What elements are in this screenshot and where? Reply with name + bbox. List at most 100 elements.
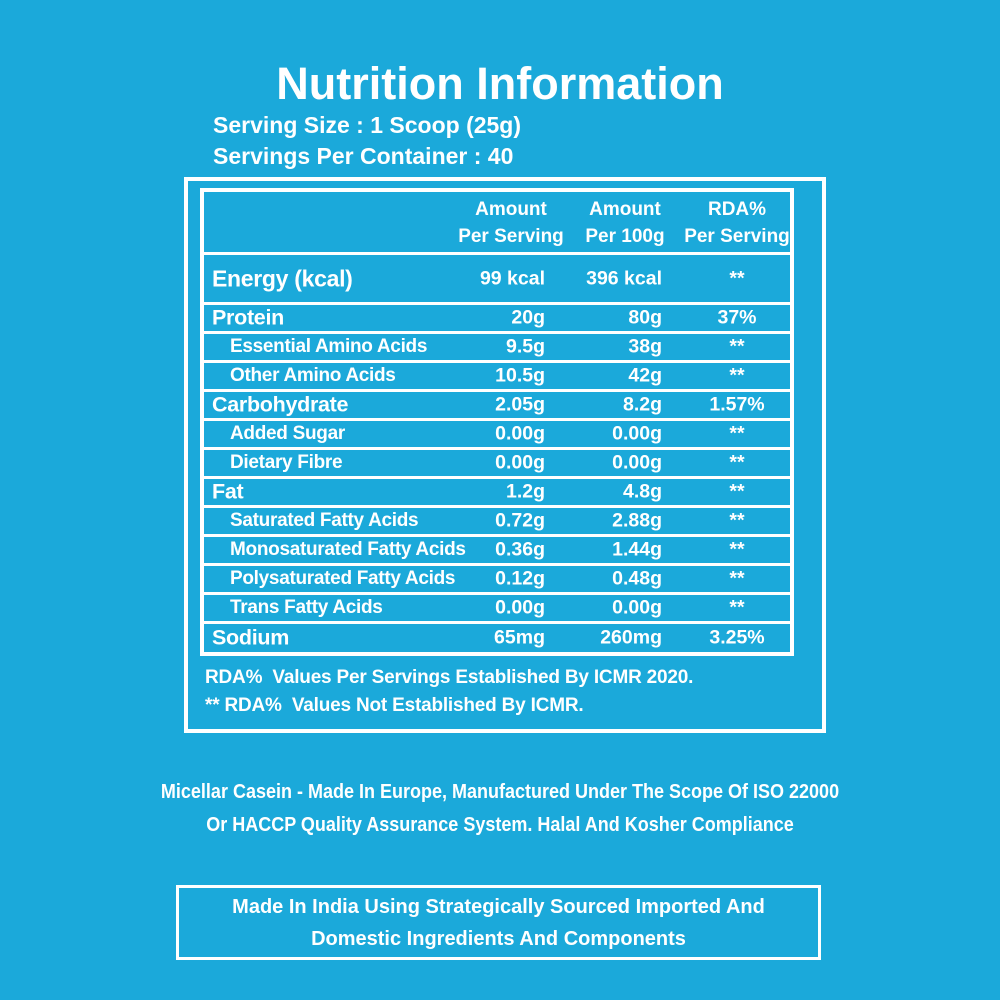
amount-per-serving-value: 0.00g [495, 596, 545, 619]
column-header-amount-per-serving: Amount Per Serving [411, 196, 611, 250]
nutrition-table-outer-box: Amount Per Serving Amount Per 100g RDA% … [184, 177, 826, 733]
serving-size-text: Serving Size : 1 Scoop (25g) [213, 112, 522, 138]
nutrient-label: Saturated Fatty Acids [230, 510, 419, 531]
amount-per-serving-value: 0.72g [495, 509, 545, 532]
nutrient-label: Dietary Fibre [230, 452, 343, 473]
table-row: Added Sugar 0.00g 0.00g ** [204, 421, 790, 447]
column-header-line: Per Serving [684, 226, 790, 247]
nutrient-label: Polysaturated Fatty Acids [230, 568, 456, 589]
table-row: Dietary Fibre 0.00g 0.00g ** [204, 450, 790, 476]
rda-percent-value: ** [729, 538, 745, 561]
table-header-row: Amount Per Serving Amount Per 100g RDA% … [204, 192, 790, 252]
amount-per-100g-value: 1.44g [612, 538, 662, 561]
servings-per-container-text: Servings Per Container : 40 [213, 143, 514, 169]
amount-per-100g-value: 2.88g [612, 509, 662, 532]
nutrition-table-inner-box: Amount Per Serving Amount Per 100g RDA% … [200, 188, 794, 656]
table-row: Sodium 65mg 260mg 3.25% [204, 624, 790, 652]
rda-percent-value: ** [729, 364, 745, 387]
rda-percent-value: 3.25% [709, 626, 765, 649]
table-row: Essential Amino Acids 9.5g 38g ** [204, 334, 790, 360]
row-separator [204, 534, 790, 537]
nutrient-label: Fat [212, 479, 244, 504]
amount-per-serving-value: 20g [511, 306, 545, 329]
table-row: Other Amino Acids 10.5g 42g ** [204, 363, 790, 389]
amount-per-serving-value: 2.05g [495, 393, 545, 416]
rda-percent-value: 37% [717, 306, 757, 329]
rda-percent-value: ** [729, 267, 745, 289]
column-header-line: Per Serving [458, 226, 564, 247]
amount-per-serving-value: 1.2g [505, 480, 545, 503]
amount-per-100g-value: 396 kcal [586, 267, 662, 289]
row-separator [204, 592, 790, 595]
table-footnote-asterisks: ** RDA% Values Not Established By ICMR. [205, 695, 584, 716]
row-separator [204, 563, 790, 566]
rda-percent-value: ** [729, 567, 745, 590]
nutrient-label: Essential Amino Acids [230, 336, 428, 357]
nutrient-label: Protein [212, 305, 284, 330]
rda-percent-value: ** [729, 451, 745, 474]
column-header-line: RDA% [707, 199, 767, 220]
row-separator [204, 302, 790, 305]
amount-per-serving-value: 0.00g [495, 451, 545, 474]
rda-percent-value: ** [729, 422, 745, 445]
amount-per-100g-value: 0.00g [612, 422, 662, 445]
row-separator [204, 447, 790, 450]
nutrient-label: Monosaturated Fatty Acids [230, 539, 466, 560]
amount-per-100g-value: 260mg [600, 626, 662, 649]
nutrient-label: Added Sugar [230, 423, 345, 444]
table-footnote-rda: RDA% Values Per Servings Established By … [205, 667, 694, 688]
amount-per-serving-value: 0.00g [495, 422, 545, 445]
row-separator [204, 418, 790, 421]
header-separator [204, 252, 790, 255]
column-header-amount-per-100g: Amount Per 100g [525, 196, 725, 250]
made-in-india-box: Made In India Using Strategically Source… [176, 885, 821, 960]
amount-per-100g-value: 0.00g [612, 451, 662, 474]
amount-per-100g-value: 4.8g [622, 480, 662, 503]
table-row: Saturated Fatty Acids 0.72g 2.88g ** [204, 508, 790, 534]
nutrient-label: Energy (kcal) [212, 265, 353, 291]
column-header-line: Per 100g [585, 226, 665, 247]
amount-per-serving-value: 65mg [494, 626, 545, 649]
row-separator [204, 505, 790, 508]
amount-per-serving-value: 0.36g [495, 538, 545, 561]
rda-percent-value: 1.57% [709, 393, 765, 416]
column-header-rda-per-serving: RDA% Per Serving [637, 196, 837, 250]
amount-per-100g-value: 42g [628, 364, 662, 387]
nutrient-label: Carbohydrate [212, 392, 349, 417]
amount-per-100g-value: 80g [628, 306, 662, 329]
amount-per-100g-value: 38g [628, 335, 662, 358]
row-separator [204, 389, 790, 392]
amount-per-serving-value: 10.5g [495, 364, 545, 387]
amount-per-100g-value: 0.48g [612, 567, 662, 590]
rda-percent-value: ** [729, 335, 745, 358]
rda-percent-value: ** [729, 480, 745, 503]
origin-compliance-note: Micellar Casein - Made In Europe, Manufa… [50, 776, 950, 842]
amount-per-100g-value: 8.2g [622, 393, 662, 416]
made-in-box-line-2: Domestic Ingredients And Components [311, 928, 686, 950]
made-in-box-line-1: Made In India Using Strategically Source… [232, 896, 765, 918]
rda-percent-value: ** [729, 596, 745, 619]
row-separator [204, 476, 790, 479]
table-row: Fat 1.2g 4.8g ** [204, 479, 790, 505]
row-separator [204, 331, 790, 334]
rda-percent-value: ** [729, 509, 745, 532]
origin-note-line-1: Micellar Casein - Made In Europe, Manufa… [160, 781, 840, 803]
nutrient-label: Trans Fatty Acids [230, 597, 383, 618]
table-row: Energy (kcal) 99 kcal 396 kcal ** [204, 255, 790, 302]
table-row: Polysaturated Fatty Acids 0.12g 0.48g ** [204, 566, 790, 592]
page-title: Nutrition Information [276, 58, 724, 109]
table-row: Trans Fatty Acids 0.00g 0.00g ** [204, 595, 790, 621]
table-rows: Energy (kcal) 99 kcal 396 kcal ** Protei… [204, 255, 790, 652]
amount-per-serving-value: 0.12g [495, 567, 545, 590]
nutrient-label: Sodium [212, 625, 290, 650]
column-header-line: Amount [475, 199, 547, 220]
table-row: Protein 20g 80g 37% [204, 305, 790, 331]
row-separator [204, 360, 790, 363]
origin-note-line-2: Or HACCP Quality Assurance System. Halal… [206, 814, 794, 836]
amount-per-100g-value: 0.00g [612, 596, 662, 619]
amount-per-serving-value: 9.5g [505, 335, 545, 358]
column-header-line: Amount [589, 199, 661, 220]
table-row: Monosaturated Fatty Acids 0.36g 1.44g ** [204, 537, 790, 563]
row-separator [204, 621, 790, 624]
